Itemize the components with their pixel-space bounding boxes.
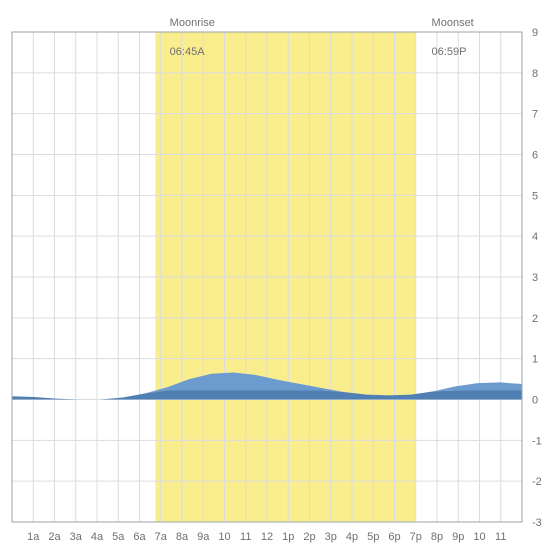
tide-chart: Moonrise 06:45A Moonset 06:59P -3-2-1012… — [0, 0, 550, 550]
x-tick-label: 6p — [388, 531, 400, 543]
y-tick-label: 0 — [532, 395, 538, 407]
x-tick-label: 4a — [91, 531, 104, 543]
y-tick-label: 1 — [532, 354, 538, 366]
x-tick-label: 9a — [197, 531, 210, 543]
moonset-title: Moonset — [432, 17, 474, 29]
y-tick-label: 3 — [532, 272, 538, 284]
y-tick-label: -2 — [532, 476, 542, 488]
x-tick-label: 2p — [303, 531, 315, 543]
x-tick-label: 5a — [112, 531, 125, 543]
x-tick-label: 10 — [218, 531, 230, 543]
x-tick-label: 11 — [240, 531, 251, 543]
x-tick-label: 8a — [176, 531, 189, 543]
moonset-label: Moonset 06:59P — [419, 2, 473, 73]
y-tick-label: -3 — [532, 517, 542, 529]
y-tick-label: 7 — [532, 109, 538, 121]
x-tick-label: 1a — [27, 531, 40, 543]
x-tick-label: 8p — [431, 531, 443, 543]
x-tick-label: 10 — [473, 531, 485, 543]
y-tick-label: 5 — [532, 190, 538, 202]
y-tick-label: -1 — [532, 435, 542, 447]
chart-svg: -3-2-101234567891a2a3a4a5a6a7a8a9a101112… — [0, 0, 550, 550]
x-tick-label: 7a — [155, 531, 168, 543]
y-tick-label: 8 — [532, 68, 538, 80]
moonrise-title: Moonrise — [170, 17, 215, 29]
x-tick-label: 11 — [495, 531, 506, 543]
x-tick-label: 4p — [346, 531, 358, 543]
x-tick-label: 6a — [133, 531, 146, 543]
x-tick-label: 7p — [410, 531, 422, 543]
y-tick-label: 4 — [532, 231, 538, 243]
x-tick-label: 3a — [70, 531, 83, 543]
moonset-time: 06:59P — [432, 46, 467, 58]
y-tick-label: 6 — [532, 150, 538, 162]
x-tick-label: 9p — [452, 531, 464, 543]
moonrise-label: Moonrise 06:45A — [157, 2, 214, 73]
x-tick-label: 1p — [282, 531, 294, 543]
x-tick-label: 12 — [261, 531, 273, 543]
x-tick-label: 5p — [367, 531, 379, 543]
moonrise-time: 06:45A — [170, 46, 205, 58]
x-tick-label: 2a — [48, 531, 61, 543]
y-tick-label: 9 — [532, 27, 538, 39]
y-tick-label: 2 — [532, 313, 538, 325]
x-tick-label: 3p — [325, 531, 337, 543]
